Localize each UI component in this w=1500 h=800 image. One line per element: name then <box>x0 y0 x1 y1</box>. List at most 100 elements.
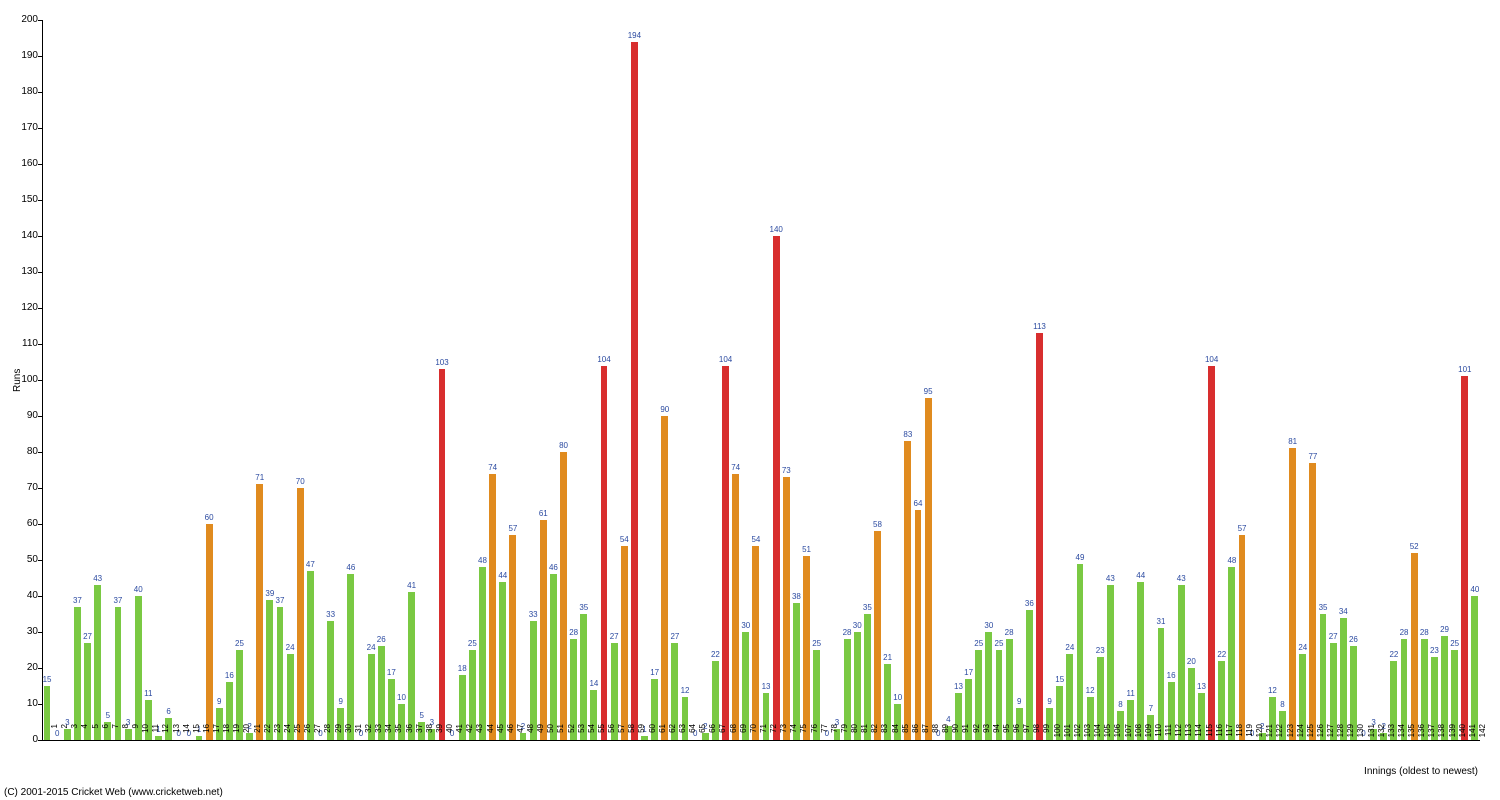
x-tick-label: 124 <box>1296 724 1305 744</box>
x-tick-label: 120 <box>1255 724 1264 744</box>
y-tick-label: 60 <box>14 518 38 529</box>
bar-value-label: 28 <box>569 628 578 637</box>
bar-value-label: 37 <box>113 596 122 605</box>
bar-value-label: 25 <box>1450 639 1459 648</box>
x-tick-label: 2 <box>60 724 69 744</box>
bar-value-label: 16 <box>225 671 234 680</box>
x-tick-label: 107 <box>1124 724 1133 744</box>
bar <box>327 621 334 740</box>
x-tick-label: 138 <box>1437 724 1446 744</box>
bar <box>803 556 810 740</box>
y-tick-mark <box>38 524 42 525</box>
bar-value-label: 28 <box>1400 628 1409 637</box>
x-tick-label: 116 <box>1215 724 1224 744</box>
bar <box>135 596 142 740</box>
bar <box>297 488 304 740</box>
x-tick-label: 87 <box>921 724 930 744</box>
x-tick-label: 83 <box>880 724 889 744</box>
x-tick-label: 134 <box>1397 724 1406 744</box>
y-tick-mark <box>38 164 42 165</box>
x-tick-label: 78 <box>830 724 839 744</box>
x-tick-label: 53 <box>577 724 586 744</box>
x-tick-label: 39 <box>435 724 444 744</box>
x-tick-label: 128 <box>1336 724 1345 744</box>
bar-value-label: 30 <box>741 621 750 630</box>
bar-value-label: 104 <box>597 355 610 364</box>
x-tick-label: 19 <box>232 724 241 744</box>
bar <box>1320 614 1327 740</box>
bar <box>1026 610 1033 740</box>
y-tick-label: 70 <box>14 482 38 493</box>
x-tick-label: 32 <box>364 724 373 744</box>
x-tick-label: 123 <box>1286 724 1295 744</box>
x-tick-label: 47 <box>516 724 525 744</box>
x-tick-label: 26 <box>303 724 312 744</box>
bar-value-label: 16 <box>1167 671 1176 680</box>
x-tick-label: 55 <box>597 724 606 744</box>
x-tick-label: 102 <box>1073 724 1082 744</box>
bar-value-label: 101 <box>1458 365 1471 374</box>
x-tick-label: 31 <box>354 724 363 744</box>
bar-value-label: 15 <box>43 675 52 684</box>
x-tick-label: 48 <box>526 724 535 744</box>
y-tick-label: 20 <box>14 662 38 673</box>
bar <box>621 546 628 740</box>
bar-value-label: 43 <box>1106 574 1115 583</box>
x-tick-label: 84 <box>891 724 900 744</box>
x-tick-label: 17 <box>212 724 221 744</box>
x-tick-label: 66 <box>708 724 717 744</box>
bar <box>1340 618 1347 740</box>
bar <box>1208 366 1215 740</box>
bar-value-label: 77 <box>1308 452 1317 461</box>
bar-value-label: 49 <box>1076 553 1085 562</box>
bar <box>550 574 557 740</box>
bar <box>732 474 739 740</box>
bar-value-label: 40 <box>134 585 143 594</box>
bar-value-label: 26 <box>377 635 386 644</box>
bar <box>277 607 284 740</box>
bar-value-label: 7 <box>1149 704 1153 713</box>
x-tick-label: 136 <box>1417 724 1426 744</box>
bar-value-label: 21 <box>883 653 892 662</box>
bar <box>560 452 567 740</box>
x-tick-label: 103 <box>1083 724 1092 744</box>
bar <box>874 531 881 740</box>
x-tick-label: 29 <box>334 724 343 744</box>
x-tick-label: 126 <box>1316 724 1325 744</box>
y-tick-label: 140 <box>14 230 38 241</box>
y-tick-label: 160 <box>14 158 38 169</box>
y-tick-mark <box>38 56 42 57</box>
y-tick-mark <box>38 128 42 129</box>
x-tick-label: 76 <box>810 724 819 744</box>
x-tick-label: 34 <box>384 724 393 744</box>
bar <box>1077 564 1084 740</box>
x-tick-label: 96 <box>1012 724 1021 744</box>
x-tick-label: 20 <box>242 724 251 744</box>
x-tick-label: 60 <box>648 724 657 744</box>
bar-value-label: 52 <box>1410 542 1419 551</box>
bar-value-label: 25 <box>468 639 477 648</box>
y-axis-line <box>42 20 43 740</box>
bar-value-label: 194 <box>628 31 641 40</box>
bar-value-label: 104 <box>1205 355 1218 364</box>
bar <box>915 510 922 740</box>
x-tick-label: 10 <box>141 724 150 744</box>
y-tick-mark <box>38 488 42 489</box>
x-tick-label: 108 <box>1134 724 1143 744</box>
bar-value-label: 113 <box>1033 322 1046 331</box>
bar-value-label: 81 <box>1288 437 1297 446</box>
x-tick-label: 65 <box>698 724 707 744</box>
y-tick-label: 80 <box>14 446 38 457</box>
x-tick-label: 80 <box>850 724 859 744</box>
bar-value-label: 30 <box>984 621 993 630</box>
bar-value-label: 33 <box>529 610 538 619</box>
bar-value-label: 44 <box>498 571 507 580</box>
bar-value-label: 37 <box>73 596 82 605</box>
bar-value-label: 74 <box>488 463 497 472</box>
x-tick-label: 13 <box>172 724 181 744</box>
x-tick-label: 70 <box>749 724 758 744</box>
x-tick-label: 18 <box>222 724 231 744</box>
y-tick-label: 120 <box>14 302 38 313</box>
y-tick-mark <box>38 560 42 561</box>
bar <box>661 416 668 740</box>
